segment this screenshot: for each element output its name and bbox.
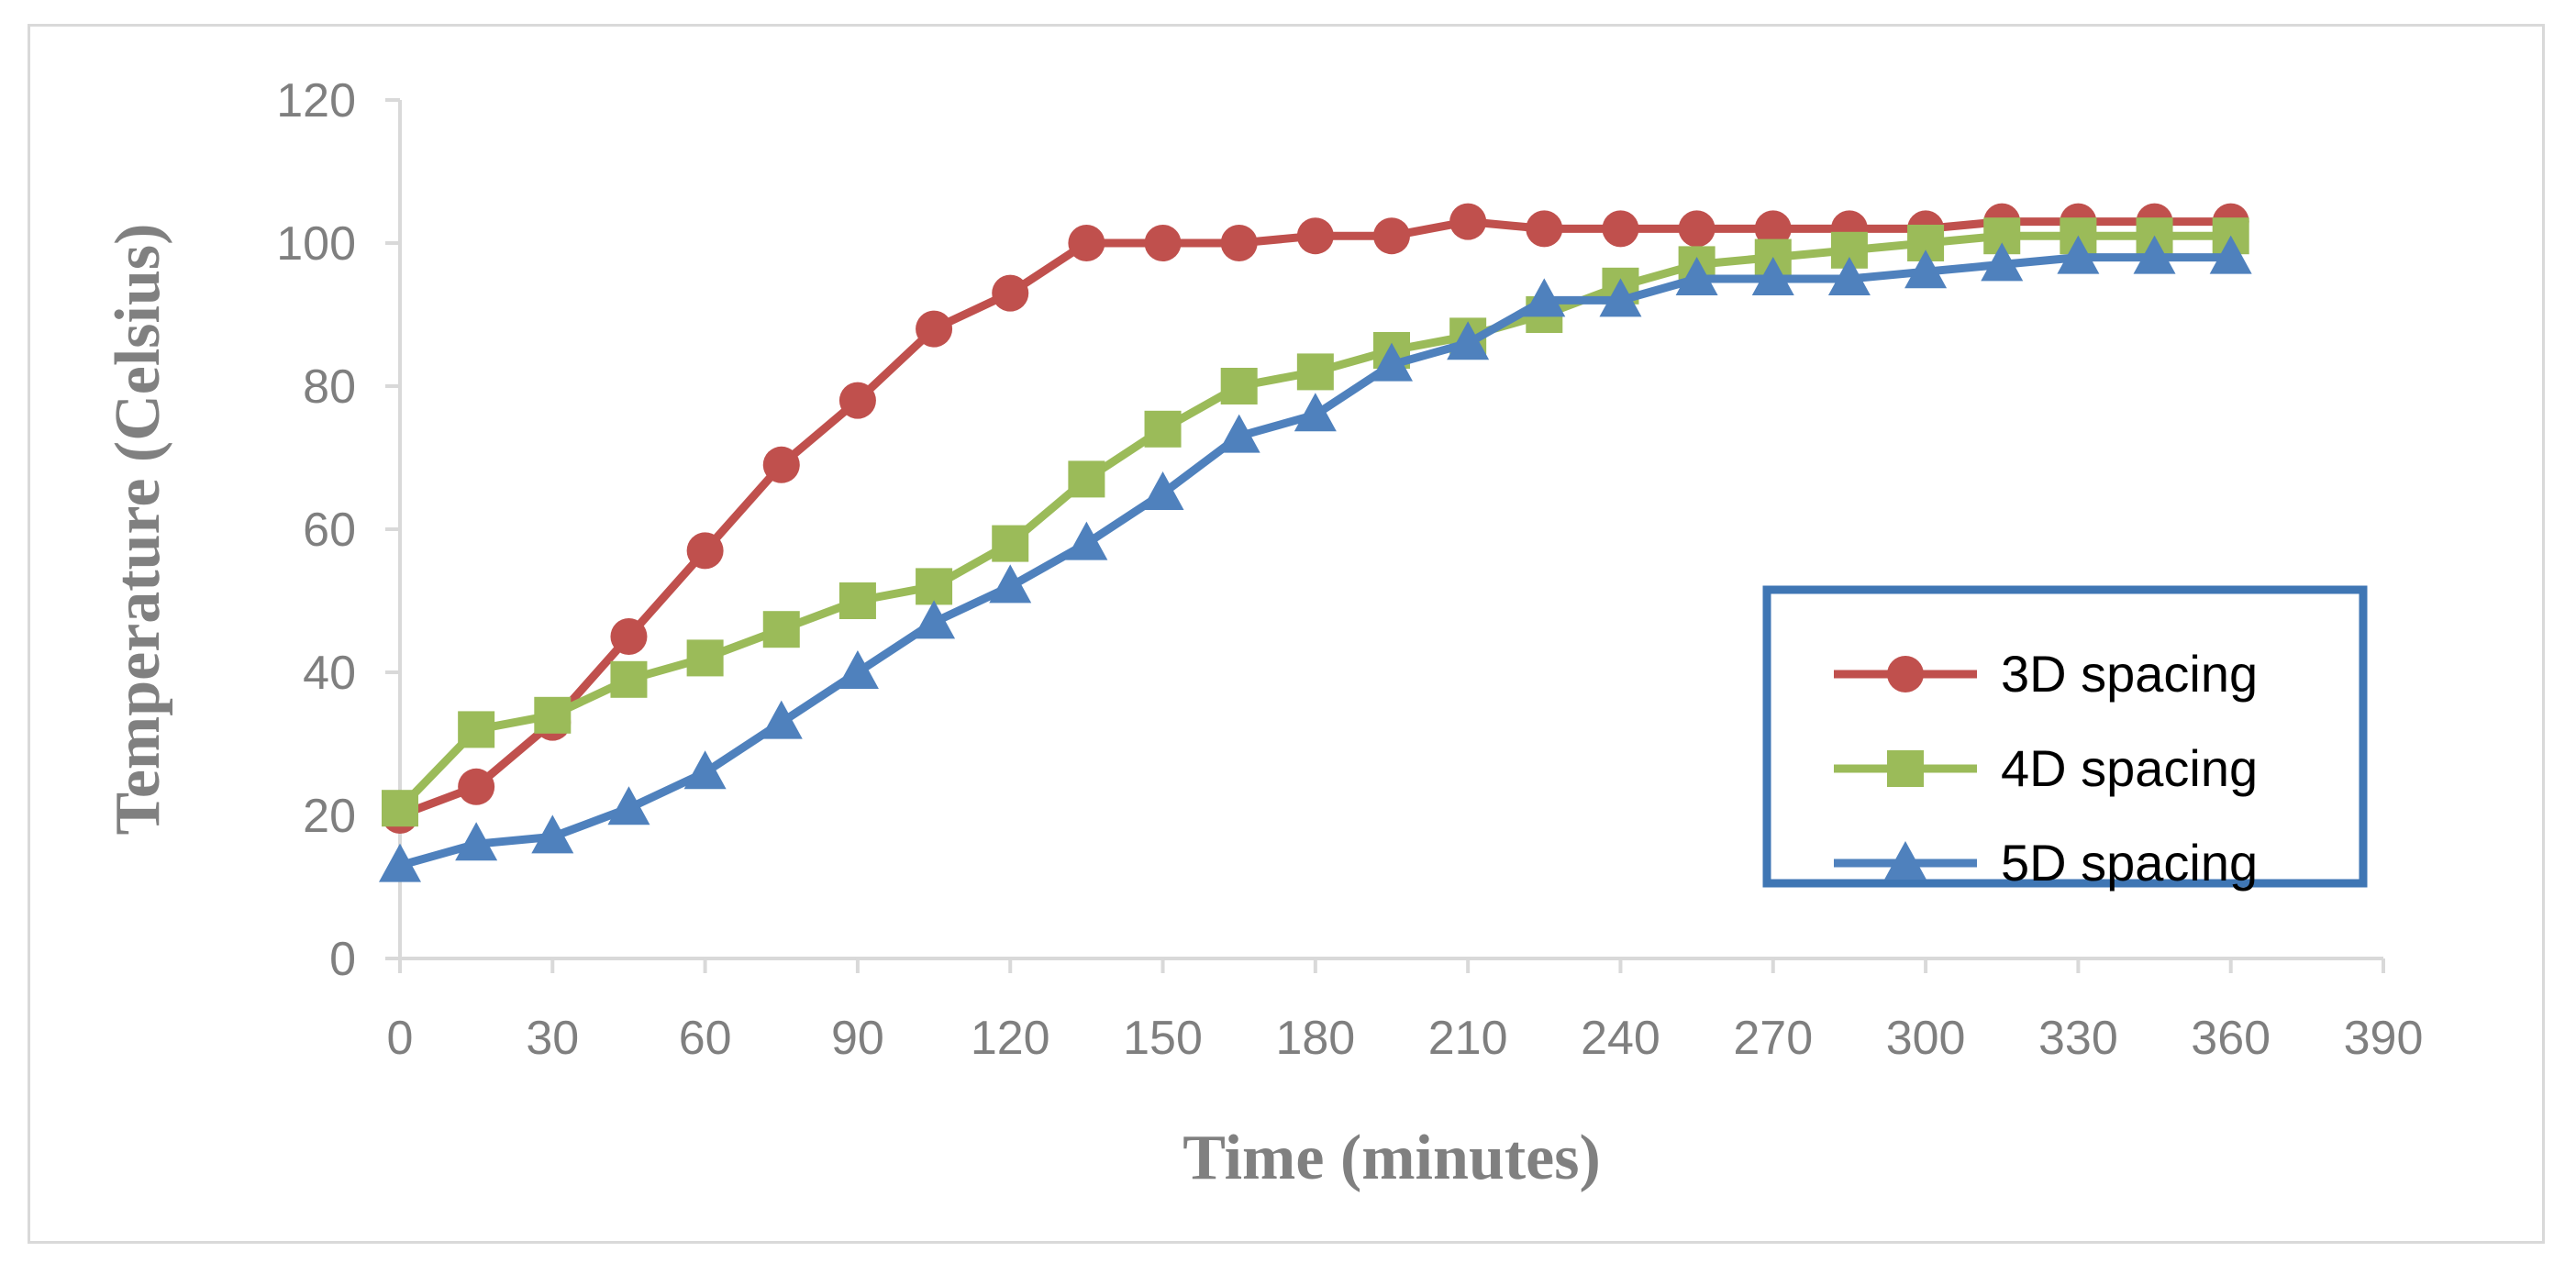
data-point — [458, 711, 495, 748]
x-tick-label: 0 — [387, 1012, 414, 1065]
data-point — [836, 650, 879, 689]
data-point — [1523, 278, 1566, 317]
data-point — [1144, 225, 1182, 261]
data-point — [760, 700, 803, 739]
data-point — [1599, 278, 1642, 317]
data-point — [686, 532, 724, 570]
data-point — [1602, 210, 1639, 248]
data-point — [686, 639, 724, 677]
x-tick-label: 360 — [2191, 1012, 2271, 1065]
data-point — [1754, 210, 1792, 248]
y-tick-label: 0 — [329, 933, 356, 986]
data-point — [1217, 414, 1260, 453]
series-5d-spacing — [379, 235, 2252, 882]
x-tick-label: 60 — [679, 1012, 732, 1065]
data-point — [1141, 471, 1184, 510]
y-tick-label: 60 — [303, 504, 356, 557]
data-point — [1675, 257, 1718, 295]
data-point — [455, 822, 498, 861]
data-point — [1373, 217, 1410, 255]
data-point — [916, 568, 953, 605]
data-point — [1144, 410, 1182, 448]
data-point — [992, 274, 1029, 312]
data-point — [1904, 249, 1948, 289]
data-point — [1220, 225, 1258, 261]
x-tick-label: 240 — [1581, 1012, 1660, 1065]
data-point — [838, 582, 876, 619]
data-point — [1526, 210, 1563, 248]
data-point — [382, 790, 418, 827]
y-tick-label: 40 — [303, 647, 356, 700]
line-chart: 0 20 40 60 80 100 120 0 30 60 90 120 150 180 210 240 270… — [103, 74, 2423, 1193]
data-point — [458, 768, 495, 805]
x-tick-label: 210 — [1428, 1012, 1508, 1065]
data-point — [610, 618, 648, 655]
data-point — [992, 525, 1029, 562]
data-point — [1981, 242, 2024, 282]
x-tick-label: 180 — [1275, 1012, 1355, 1065]
data-point — [1294, 393, 1337, 432]
legend-label: 3D spacing — [2001, 645, 2258, 703]
y-tick-label: 120 — [276, 74, 356, 127]
x-tick-label: 120 — [971, 1012, 1050, 1065]
x-tick-label: 90 — [831, 1012, 884, 1065]
y-tick-label: 80 — [303, 360, 356, 414]
legend-item: 4D spacing — [1834, 739, 2258, 797]
x-tick-label: 390 — [2344, 1012, 2424, 1065]
data-point — [607, 786, 650, 825]
data-point — [2133, 235, 2176, 274]
data-point — [913, 600, 956, 639]
data-point — [1449, 203, 1487, 240]
legend-marker — [1884, 841, 1926, 880]
data-point — [683, 750, 727, 790]
legend-marker — [1887, 750, 1924, 787]
series-layer — [379, 203, 2252, 882]
data-point — [1296, 353, 1334, 391]
axes: 0 20 40 60 80 100 120 0 30 60 90 120 150 180 210 240 270… — [276, 74, 2423, 1065]
data-point — [1065, 521, 1108, 560]
legend-item: 3D spacing — [1834, 645, 2258, 703]
data-point — [2209, 235, 2252, 274]
data-point — [989, 564, 1032, 604]
data-point — [1296, 217, 1334, 255]
data-point — [762, 446, 800, 483]
legend: 3D spacing 4D spacing 5D spacing — [1762, 585, 2368, 892]
data-point — [610, 660, 648, 698]
y-axis-title: Temperature (Celsius) — [103, 224, 173, 836]
data-point — [1220, 368, 1258, 404]
x-axis-title: Time (minutes) — [1183, 1123, 1601, 1193]
chart-frame: 0 20 40 60 80 100 120 0 30 60 90 120 150 180 210 240 270… — [28, 24, 2545, 1244]
x-tick-label: 300 — [1886, 1012, 1966, 1065]
data-point — [2057, 235, 2100, 274]
x-tick-label: 330 — [2038, 1012, 2118, 1065]
legend-marker — [1887, 656, 1924, 692]
data-point — [531, 814, 574, 854]
data-point — [1751, 257, 1794, 295]
legend-box — [1762, 585, 2368, 888]
data-point — [1678, 210, 1715, 248]
x-tick-label: 150 — [1123, 1012, 1203, 1065]
data-point — [916, 310, 953, 348]
y-tick-label: 100 — [276, 217, 356, 271]
data-point — [379, 843, 421, 882]
y-tick-label: 20 — [303, 790, 356, 843]
data-point — [1827, 257, 1871, 295]
legend-label: 5D spacing — [2001, 834, 2258, 892]
data-point — [838, 382, 876, 419]
x-tick-label: 270 — [1733, 1012, 1813, 1065]
legend-label: 4D spacing — [2001, 739, 2258, 797]
x-tick-label: 30 — [526, 1012, 579, 1065]
data-point — [534, 696, 572, 734]
data-point — [1447, 321, 1490, 360]
data-point — [762, 611, 800, 648]
legend-item: 5D spacing — [1834, 834, 2258, 892]
data-point — [1068, 225, 1105, 261]
data-point — [1371, 342, 1413, 382]
data-point — [1068, 460, 1105, 498]
